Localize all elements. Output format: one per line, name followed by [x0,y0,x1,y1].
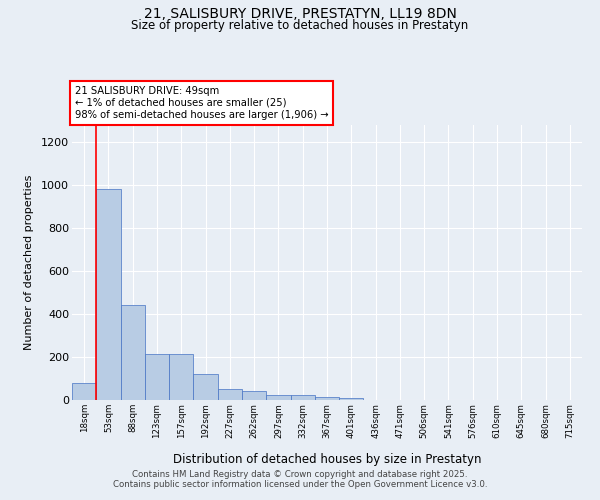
Y-axis label: Number of detached properties: Number of detached properties [24,175,34,350]
Bar [290,396,315,400]
Bar [242,392,266,400]
Bar [266,394,290,400]
Bar [339,398,364,400]
Text: Contains HM Land Registry data © Crown copyright and database right 2025.
Contai: Contains HM Land Registry data © Crown c… [113,470,487,489]
Text: Distribution of detached houses by size in Prestatyn: Distribution of detached houses by size … [173,452,481,466]
Bar [169,354,193,400]
Text: 21, SALISBURY DRIVE, PRESTATYN, LL19 8DN: 21, SALISBURY DRIVE, PRESTATYN, LL19 8DN [143,8,457,22]
Text: Size of property relative to detached houses in Prestatyn: Size of property relative to detached ho… [131,19,469,32]
Bar [193,374,218,400]
Bar [218,390,242,400]
Bar [145,354,169,400]
Text: 21 SALISBURY DRIVE: 49sqm
← 1% of detached houses are smaller (25)
98% of semi-d: 21 SALISBURY DRIVE: 49sqm ← 1% of detach… [74,86,328,120]
Bar [315,397,339,400]
Bar [121,306,145,400]
Bar [96,190,121,400]
Bar [72,383,96,400]
